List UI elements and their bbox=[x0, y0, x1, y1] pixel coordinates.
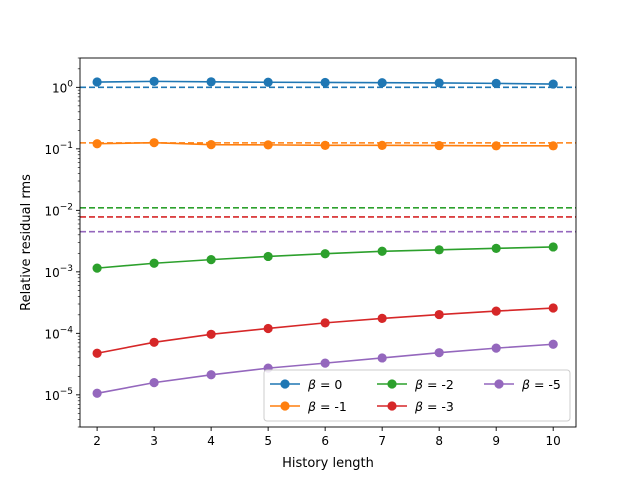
data-point bbox=[377, 140, 387, 150]
series-1 bbox=[92, 138, 558, 151]
data-point bbox=[92, 348, 102, 358]
y-axis-ticks: 100 10−1 10−2 10−3 10−4 10−5 bbox=[44, 57, 80, 428]
data-point bbox=[377, 78, 387, 88]
series-2 bbox=[92, 242, 558, 273]
data-point bbox=[377, 353, 387, 363]
legend-swatch-marker bbox=[280, 401, 290, 411]
x-axis-ticks: 2 3 4 5 6 7 8 9 10 bbox=[93, 427, 561, 448]
series-layer bbox=[92, 76, 558, 398]
data-point bbox=[320, 249, 330, 259]
data-point bbox=[206, 370, 216, 380]
data-point bbox=[491, 78, 501, 88]
data-point bbox=[434, 348, 444, 358]
y-tick-label: 10−4 bbox=[44, 325, 73, 341]
data-point bbox=[320, 358, 330, 368]
legend: β = 0 β = -1 β = -2 β = -3 β = -5 bbox=[263, 369, 571, 422]
series-4 bbox=[92, 339, 558, 398]
legend-swatch-marker bbox=[387, 401, 397, 411]
x-tick-label: 7 bbox=[378, 434, 386, 448]
x-tick-label: 4 bbox=[207, 434, 215, 448]
legend-label: β = -1 bbox=[307, 399, 347, 414]
legend-label: β = -5 bbox=[521, 377, 561, 392]
y-tick-label: 100 bbox=[52, 79, 73, 95]
x-axis-label: History length bbox=[282, 456, 374, 471]
data-point bbox=[548, 339, 558, 349]
data-point bbox=[320, 318, 330, 328]
y-axis-label: Relative residual rms bbox=[19, 174, 34, 311]
data-point bbox=[149, 76, 159, 86]
data-point bbox=[149, 258, 159, 268]
x-tick-label: 5 bbox=[264, 434, 272, 448]
legend-item-0: β = 0 bbox=[270, 377, 342, 392]
y-tick-label: 10−5 bbox=[44, 387, 73, 403]
data-point bbox=[491, 141, 501, 151]
x-tick-label: 3 bbox=[150, 434, 158, 448]
legend-swatch-marker bbox=[280, 379, 290, 389]
data-point bbox=[377, 246, 387, 256]
x-tick-label: 6 bbox=[321, 434, 329, 448]
data-point bbox=[206, 77, 216, 87]
data-point bbox=[491, 343, 501, 353]
legend-label: β = -3 bbox=[414, 399, 454, 414]
data-point bbox=[548, 242, 558, 252]
data-point bbox=[434, 309, 444, 320]
series-0 bbox=[92, 76, 558, 89]
x-tick-label: 8 bbox=[435, 434, 443, 448]
data-point bbox=[263, 323, 273, 334]
data-point bbox=[206, 255, 216, 265]
data-point bbox=[92, 263, 102, 273]
data-point bbox=[149, 138, 159, 148]
series-3 bbox=[92, 303, 558, 358]
legend-item-4: β = -5 bbox=[484, 377, 561, 392]
data-point bbox=[434, 78, 444, 88]
data-point bbox=[206, 140, 216, 150]
data-point bbox=[377, 313, 387, 323]
data-point bbox=[92, 388, 102, 398]
legend-label: β = -2 bbox=[414, 377, 454, 392]
legend-box bbox=[263, 369, 571, 422]
legend-swatch-marker bbox=[494, 379, 504, 389]
data-point bbox=[320, 140, 330, 150]
data-point bbox=[434, 245, 444, 255]
data-point bbox=[548, 141, 558, 151]
data-point bbox=[263, 251, 273, 262]
data-point bbox=[491, 243, 501, 253]
data-point bbox=[548, 79, 558, 89]
data-point bbox=[149, 337, 159, 347]
data-point bbox=[206, 329, 216, 339]
legend-swatch-marker bbox=[387, 379, 397, 389]
legend-item-3: β = -3 bbox=[377, 399, 454, 414]
x-tick-label: 9 bbox=[492, 434, 500, 448]
data-point bbox=[92, 139, 102, 149]
legend-item-2: β = -2 bbox=[377, 377, 454, 392]
data-point bbox=[263, 140, 273, 150]
x-tick-label: 10 bbox=[546, 434, 561, 448]
y-tick-label: 10−3 bbox=[44, 264, 73, 280]
legend-label: β = 0 bbox=[307, 377, 342, 392]
data-point bbox=[548, 303, 558, 313]
y-tick-label: 10−1 bbox=[44, 141, 73, 157]
data-point bbox=[320, 77, 330, 88]
data-point bbox=[434, 140, 444, 151]
data-point bbox=[491, 306, 501, 316]
data-point bbox=[92, 77, 102, 87]
data-point bbox=[149, 378, 159, 388]
legend-item-1: β = -1 bbox=[270, 399, 347, 414]
data-point bbox=[263, 77, 273, 87]
x-tick-label: 2 bbox=[93, 434, 101, 448]
y-tick-label: 10−2 bbox=[44, 202, 73, 218]
